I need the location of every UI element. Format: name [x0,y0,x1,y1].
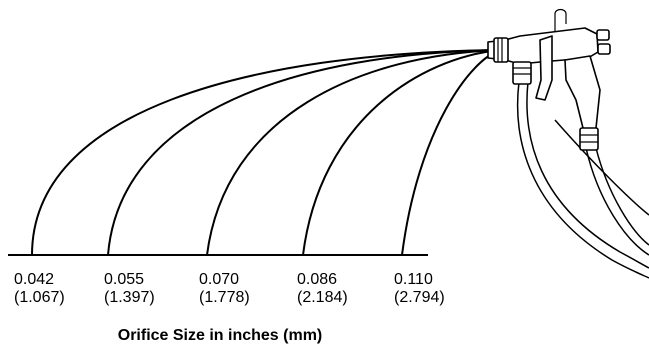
orifice-mm: (1.778) [199,289,250,306]
orifice-inches: 0.086 [297,271,338,288]
orifice-label-0-070: 0.070 (1.778) [199,271,250,307]
orifice-label-0-086: 0.086 (2.184) [297,271,348,307]
orifice-label-0-042: 0.042 (1.067) [14,271,65,307]
orifice-mm: (2.184) [297,289,348,306]
spray-arc-0-042 [31,49,501,256]
spray-gun-icon [487,8,611,151]
spray-arc-0-086 [302,49,501,256]
orifice-mm: (1.067) [14,289,65,306]
orifice-label-0-110: 0.110 (2.794) [394,271,445,307]
spray-arcs [31,49,501,256]
orifice-inches: 0.055 [104,271,145,288]
spray-arc-0-070 [206,49,501,256]
orifice-label-0-055: 0.055 (1.397) [104,271,155,307]
spray-arc-0-055 [107,49,501,256]
orifice-inches: 0.110 [394,271,433,288]
orifice-mm: (1.397) [104,289,155,306]
fluid-hose-icon [516,81,649,279]
orifice-inches: 0.042 [14,271,55,288]
spray-arc-0-110 [401,49,501,256]
orifice-inches: 0.070 [199,271,240,288]
axis-title: Orifice Size in inches (mm) [117,327,323,344]
orifice-mm: (2.794) [394,289,445,306]
